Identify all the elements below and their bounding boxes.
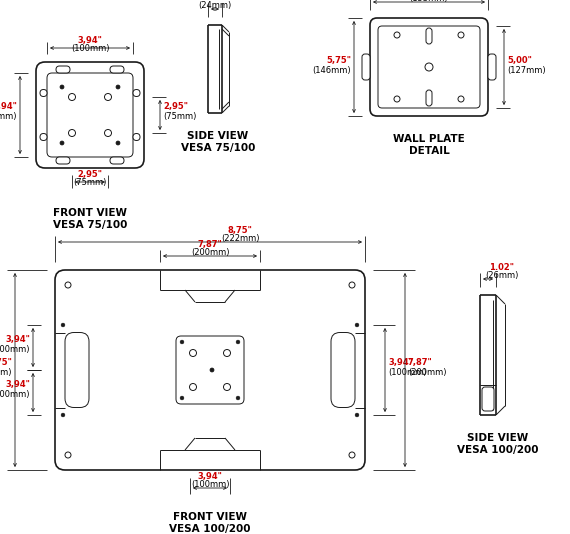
Text: (75mm): (75mm)	[163, 112, 197, 121]
Text: (146mm): (146mm)	[312, 66, 351, 75]
FancyBboxPatch shape	[331, 333, 355, 407]
Text: 3,94": 3,94"	[5, 380, 30, 389]
FancyBboxPatch shape	[176, 336, 244, 404]
Circle shape	[60, 85, 64, 89]
FancyBboxPatch shape	[362, 54, 370, 80]
Text: 5,75": 5,75"	[326, 56, 351, 65]
Text: (100mm): (100mm)	[0, 345, 30, 354]
FancyBboxPatch shape	[40, 90, 47, 97]
FancyBboxPatch shape	[56, 66, 70, 73]
FancyBboxPatch shape	[133, 90, 140, 97]
Circle shape	[394, 96, 400, 102]
Circle shape	[355, 413, 359, 417]
Circle shape	[61, 323, 65, 327]
Circle shape	[189, 349, 197, 357]
FancyBboxPatch shape	[110, 157, 124, 164]
Text: SIDE VIEW: SIDE VIEW	[188, 131, 249, 141]
Text: (100mm): (100mm)	[71, 44, 109, 53]
Text: (222mm): (222mm)	[221, 234, 259, 243]
Circle shape	[116, 141, 120, 145]
FancyBboxPatch shape	[65, 333, 89, 407]
Circle shape	[349, 452, 355, 458]
Text: (100mm): (100mm)	[191, 480, 229, 489]
Circle shape	[236, 396, 240, 400]
Text: (100mm): (100mm)	[0, 390, 30, 399]
Text: 8,75": 8,75"	[0, 357, 12, 366]
Circle shape	[349, 282, 355, 288]
Circle shape	[180, 396, 184, 400]
FancyBboxPatch shape	[55, 270, 365, 470]
Text: 8,75": 8,75"	[227, 226, 253, 235]
Circle shape	[180, 340, 184, 344]
Circle shape	[65, 282, 71, 288]
Text: 2,95": 2,95"	[78, 170, 103, 179]
Text: (24mm): (24mm)	[198, 1, 231, 10]
Circle shape	[65, 452, 71, 458]
FancyBboxPatch shape	[426, 28, 432, 44]
Text: (153mm): (153mm)	[410, 0, 449, 3]
Text: 2,95": 2,95"	[163, 101, 188, 111]
FancyBboxPatch shape	[378, 26, 480, 108]
Text: 3,94": 3,94"	[388, 357, 413, 366]
Circle shape	[116, 85, 120, 89]
Text: 3,94": 3,94"	[198, 472, 222, 481]
FancyBboxPatch shape	[56, 157, 70, 164]
Text: WALL PLATE: WALL PLATE	[393, 134, 465, 144]
FancyBboxPatch shape	[133, 134, 140, 140]
Circle shape	[394, 32, 400, 38]
FancyBboxPatch shape	[36, 62, 144, 168]
Text: 3,94": 3,94"	[78, 36, 103, 45]
Circle shape	[223, 349, 230, 357]
Circle shape	[68, 93, 75, 100]
Circle shape	[223, 383, 230, 390]
Text: (127mm): (127mm)	[507, 66, 545, 75]
Text: SIDE VIEW: SIDE VIEW	[467, 433, 528, 443]
Text: (75mm): (75mm)	[74, 178, 107, 187]
FancyBboxPatch shape	[488, 54, 496, 80]
Text: 0.95": 0.95"	[202, 0, 227, 2]
Circle shape	[60, 141, 64, 145]
FancyBboxPatch shape	[482, 387, 494, 411]
Text: FRONT VIEW: FRONT VIEW	[53, 208, 127, 218]
Circle shape	[61, 413, 65, 417]
Circle shape	[210, 368, 214, 372]
Circle shape	[104, 93, 112, 100]
Text: VESA 75/100: VESA 75/100	[181, 143, 255, 153]
FancyBboxPatch shape	[426, 90, 432, 106]
Text: 1.02": 1.02"	[490, 263, 515, 272]
Circle shape	[458, 96, 464, 102]
Circle shape	[68, 130, 75, 137]
Text: VESA 100/200: VESA 100/200	[457, 445, 539, 455]
Text: 5,00": 5,00"	[507, 56, 532, 65]
FancyBboxPatch shape	[47, 73, 133, 157]
Text: DETAIL: DETAIL	[409, 146, 449, 156]
Text: 7,87": 7,87"	[198, 240, 222, 249]
Text: VESA 75/100: VESA 75/100	[53, 220, 127, 230]
Text: (200mm): (200mm)	[191, 248, 229, 257]
Text: 3,94": 3,94"	[0, 101, 17, 111]
Circle shape	[458, 32, 464, 38]
Text: 3,94": 3,94"	[5, 335, 30, 344]
Circle shape	[236, 340, 240, 344]
Circle shape	[425, 63, 433, 71]
Text: 7,87": 7,87"	[408, 357, 433, 366]
FancyBboxPatch shape	[110, 66, 124, 73]
Text: (222mm): (222mm)	[0, 367, 12, 376]
Circle shape	[104, 130, 112, 137]
Text: (100mm): (100mm)	[0, 112, 17, 121]
Text: (26mm): (26mm)	[485, 271, 519, 280]
Circle shape	[355, 323, 359, 327]
FancyBboxPatch shape	[370, 18, 488, 116]
Text: (100mm): (100mm)	[388, 367, 426, 376]
Text: FRONT VIEW: FRONT VIEW	[173, 512, 247, 522]
FancyBboxPatch shape	[40, 134, 47, 140]
Circle shape	[189, 383, 197, 390]
Text: (200mm): (200mm)	[408, 367, 446, 376]
Text: VESA 100/200: VESA 100/200	[169, 524, 251, 534]
